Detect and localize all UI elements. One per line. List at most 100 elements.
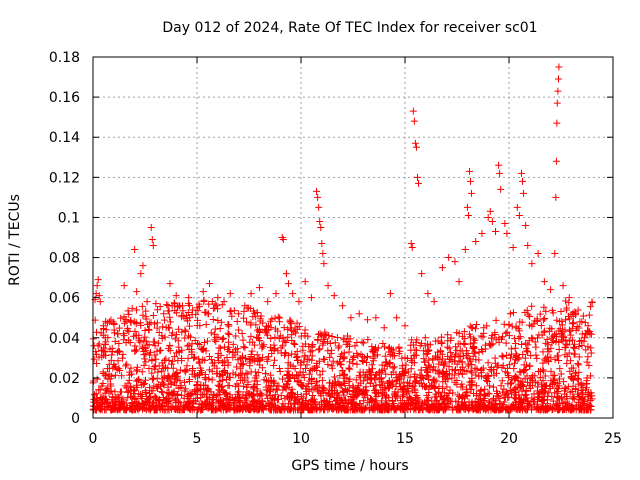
data-point — [147, 223, 155, 231]
data-point — [214, 294, 222, 302]
data-point — [272, 290, 280, 298]
data-point — [120, 282, 128, 290]
data-point — [307, 294, 315, 302]
data-point — [486, 207, 494, 215]
data-point — [413, 173, 421, 181]
data-point — [552, 157, 560, 165]
data-point — [320, 260, 328, 268]
x-tick-label: 10 — [292, 431, 310, 447]
data-point — [315, 203, 323, 211]
x-tick-label: 0 — [89, 431, 98, 447]
data-point — [285, 280, 293, 288]
data-point — [314, 193, 322, 201]
data-point — [501, 219, 509, 227]
data-point — [241, 302, 249, 310]
data-point — [559, 282, 567, 290]
data-point — [235, 310, 243, 318]
data-point — [264, 298, 272, 306]
data-point — [160, 310, 168, 318]
data-point — [316, 217, 324, 225]
data-point — [199, 288, 207, 296]
data-point — [330, 292, 338, 300]
data-point — [279, 236, 287, 244]
data-point — [463, 203, 471, 211]
data-point — [410, 117, 418, 125]
data-point — [461, 246, 469, 254]
y-tick-label: 0.04 — [49, 331, 80, 347]
data-point — [178, 302, 186, 310]
data-point — [555, 63, 563, 71]
data-point — [478, 229, 486, 237]
data-point — [319, 250, 327, 258]
data-point — [547, 286, 555, 294]
x-tick-label: 25 — [604, 431, 622, 447]
data-point — [424, 290, 432, 298]
data-point — [465, 167, 473, 175]
data-point — [96, 298, 104, 306]
data-point — [468, 189, 476, 197]
x-tick-label: 5 — [193, 431, 202, 447]
data-point — [418, 270, 426, 278]
data-point — [185, 294, 193, 302]
data-point — [94, 276, 102, 284]
data-point — [455, 278, 463, 286]
data-point — [148, 236, 156, 244]
data-point — [255, 284, 263, 292]
data-point — [355, 310, 363, 318]
data-point — [411, 139, 419, 147]
data-point — [407, 240, 415, 248]
data-point — [90, 342, 98, 350]
data-point — [451, 258, 459, 266]
chart-title: Day 012 of 2024, Rate Of TEC Index for r… — [162, 20, 537, 36]
data-point — [318, 240, 326, 248]
y-tick-label: 0 — [71, 411, 80, 427]
data-point — [430, 298, 438, 306]
data-point — [484, 213, 492, 221]
data-point — [464, 211, 472, 219]
data-point — [166, 280, 174, 288]
data-point — [317, 223, 325, 231]
data-point — [149, 242, 157, 250]
data-point — [393, 314, 401, 322]
data-point — [380, 324, 388, 332]
data-point — [143, 298, 151, 306]
data-point — [584, 322, 592, 330]
data-point — [528, 260, 536, 268]
data-point — [415, 179, 423, 187]
data-point — [133, 288, 141, 296]
data-point — [488, 217, 496, 225]
data-point — [126, 318, 134, 326]
data-point — [226, 290, 234, 298]
data-point — [467, 177, 475, 185]
data-point — [205, 280, 213, 288]
data-point — [515, 211, 523, 219]
data-point — [540, 278, 548, 286]
data-point — [522, 221, 530, 229]
data-point — [472, 238, 480, 246]
data-point — [153, 306, 161, 314]
data-point — [137, 270, 145, 278]
data-point — [520, 189, 528, 197]
y-tick-label: 0.16 — [49, 90, 80, 106]
data-point — [519, 177, 527, 185]
grid-layer — [93, 57, 613, 418]
data-point — [131, 246, 139, 254]
data-point — [491, 227, 499, 235]
data-point — [282, 270, 290, 278]
data-point — [445, 254, 453, 262]
data-point — [220, 298, 228, 306]
plot-frame — [92, 56, 614, 419]
data-point — [324, 282, 332, 290]
data-point — [555, 75, 563, 83]
data-point — [401, 322, 409, 330]
y-tick-label: 0.06 — [49, 291, 80, 307]
y-axis-label: ROTI / TECUs — [7, 194, 23, 286]
data-point — [496, 169, 504, 177]
data-point — [553, 99, 561, 107]
data-point — [497, 185, 505, 193]
y-tick-label: 0.02 — [49, 371, 80, 387]
x-axis-label: GPS time / hours — [291, 458, 408, 474]
data-point — [517, 169, 525, 177]
data-point — [193, 304, 201, 312]
